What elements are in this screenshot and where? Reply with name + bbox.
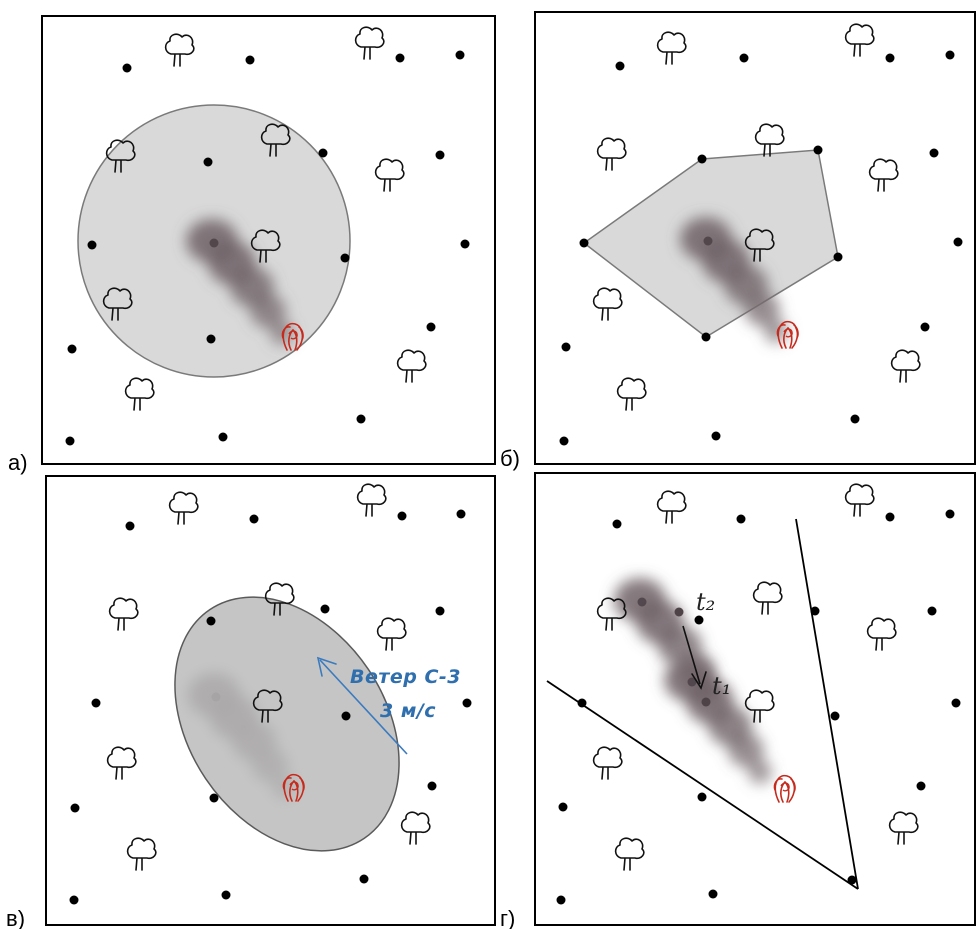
panel-a-label: а) xyxy=(8,450,28,475)
tree-icon xyxy=(890,349,921,383)
panel-g-label: г) xyxy=(500,906,515,929)
tree-icon xyxy=(866,617,897,651)
tree-icon xyxy=(400,811,431,845)
panel-g-smoke-plume xyxy=(614,578,772,784)
tree-icon xyxy=(124,377,155,411)
panel-v-sensors xyxy=(69,509,472,905)
panel-g-sensors xyxy=(556,509,961,905)
panel-b-label: б) xyxy=(500,446,520,471)
tree-icon xyxy=(374,158,405,192)
panel-a-sensors xyxy=(65,50,470,446)
tree-icon xyxy=(354,26,385,60)
panel-g-frame xyxy=(534,472,976,926)
tree-icon xyxy=(888,811,919,845)
panel-g-time-label-2: t₁ xyxy=(712,672,731,700)
tree-icon xyxy=(656,490,687,524)
panel-b: б) xyxy=(500,11,976,471)
tree-icon xyxy=(168,491,199,525)
tree-icon xyxy=(596,137,627,171)
tree-icon xyxy=(744,689,775,723)
panel-b-sensors xyxy=(559,50,963,446)
tree-icon xyxy=(356,483,387,517)
panel-a: а) xyxy=(8,15,496,475)
tree-icon xyxy=(616,377,647,411)
tree-icon xyxy=(126,837,157,871)
tree-icon xyxy=(614,837,645,871)
tree-icon xyxy=(106,746,137,780)
panel-g-position-t1 xyxy=(701,697,711,707)
panel-a-frame xyxy=(41,15,496,465)
tree-icon xyxy=(752,581,783,615)
panel-g-motion-arrow xyxy=(682,625,707,690)
panel-v-label: в) xyxy=(6,906,25,929)
tree-icon xyxy=(108,597,139,631)
tree-icon xyxy=(844,23,875,57)
tree-icon xyxy=(592,746,623,780)
panel-g-trees xyxy=(592,483,919,871)
panel-g-sector-lines xyxy=(546,518,859,890)
panel-g-position-t2 xyxy=(674,607,684,617)
panel-v-wind-label-line2: 3 м/с xyxy=(380,700,436,722)
tree-icon xyxy=(164,33,195,67)
tree-icon xyxy=(844,483,875,517)
tree-icon xyxy=(396,349,427,383)
tree-icon xyxy=(592,287,623,321)
panel-v-frame xyxy=(45,475,496,926)
panel-v-wind-label-line1: Ветер С-3 xyxy=(350,666,461,688)
panel-v-wind-arrow xyxy=(316,656,408,755)
panel-v-ellipse-region xyxy=(174,596,400,852)
panel-b-frame xyxy=(534,11,976,465)
tree-icon xyxy=(656,31,687,65)
panel-v: Ветер С-3 3 м/с в) xyxy=(6,475,496,929)
panel-g: t₂ t₁ г) xyxy=(500,472,976,929)
tree-icon xyxy=(754,123,785,157)
tree-icon xyxy=(376,617,407,651)
panel-g-fire-source-icon xyxy=(773,774,796,803)
tree-icon xyxy=(868,158,899,192)
panel-g-time-label-1: t₂ xyxy=(696,588,715,616)
